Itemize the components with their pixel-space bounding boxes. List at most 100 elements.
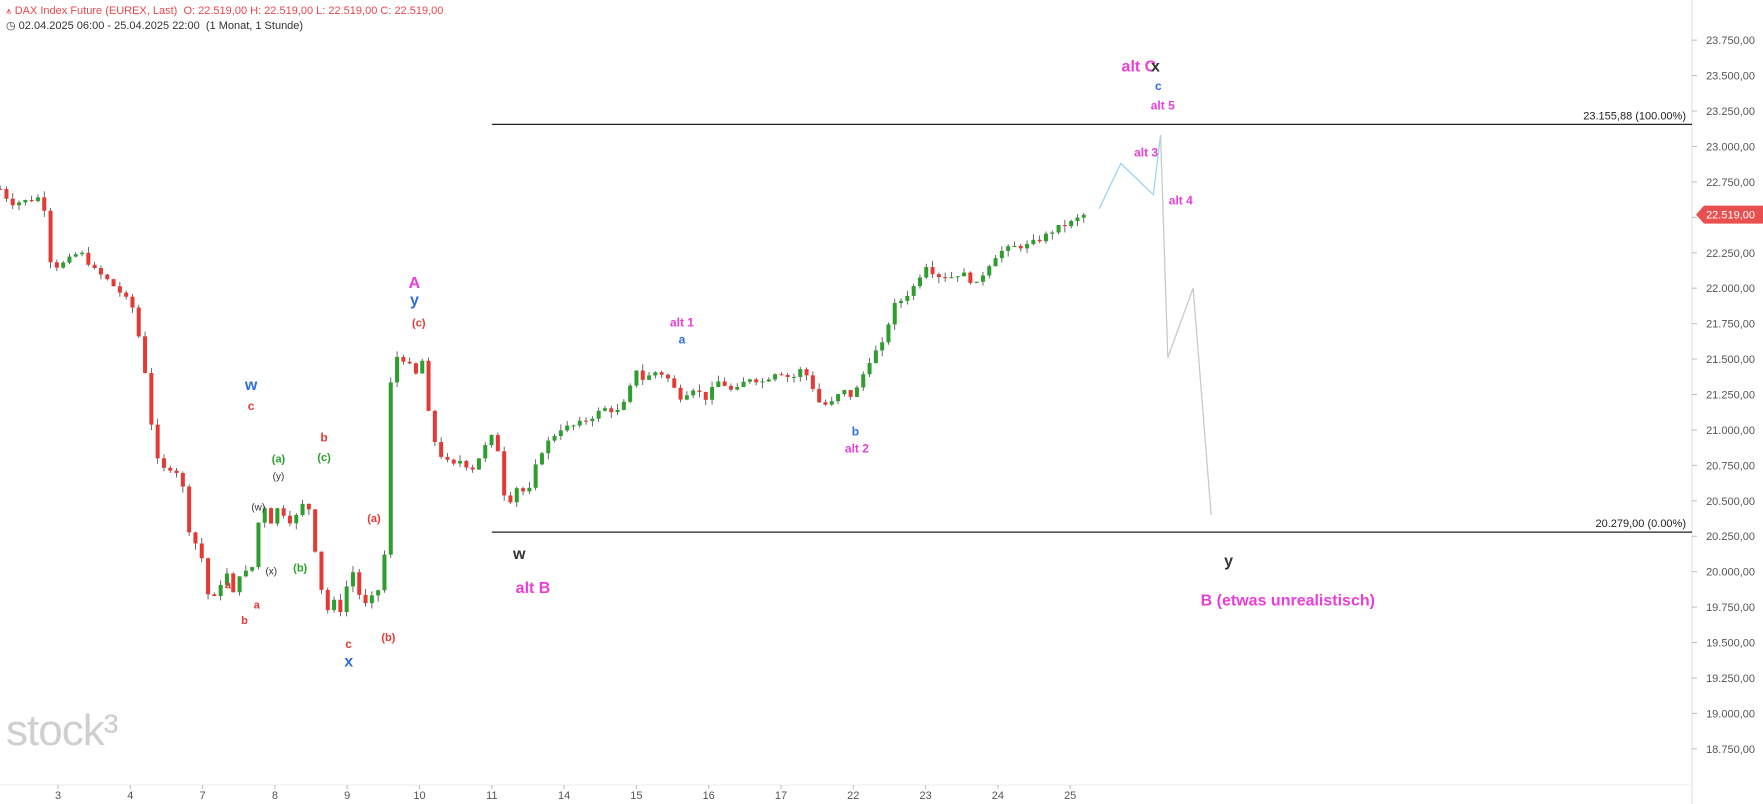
candle-body bbox=[647, 375, 652, 380]
chart-header-symbol: ⩚ DAX Index Future (EUREX, Last) O: 22.5… bbox=[6, 5, 443, 17]
candle-body bbox=[388, 382, 393, 555]
candle-body bbox=[880, 342, 885, 351]
candle-body bbox=[224, 573, 229, 586]
wave-label: alt 5 bbox=[1151, 99, 1175, 113]
candle-body bbox=[968, 272, 973, 283]
candle-body bbox=[1018, 245, 1023, 249]
candle-body bbox=[212, 594, 217, 596]
candle-body bbox=[180, 473, 185, 487]
stock3-watermark-logo: stock³ bbox=[6, 706, 118, 755]
y-tick-label: 23.750,00 bbox=[1706, 35, 1755, 47]
candle-body bbox=[684, 395, 689, 400]
candle-body bbox=[514, 488, 519, 503]
y-tick-label: 23.250,00 bbox=[1706, 106, 1755, 118]
wave-label: a bbox=[679, 332, 686, 346]
candle-body bbox=[798, 369, 803, 377]
candle-body bbox=[754, 379, 759, 383]
candle-body bbox=[464, 460, 469, 468]
candle-body bbox=[281, 508, 286, 516]
candle-body bbox=[426, 360, 431, 411]
candle-body bbox=[495, 435, 500, 452]
candle-body bbox=[483, 445, 488, 459]
candle-body bbox=[262, 508, 267, 523]
candle-body bbox=[124, 292, 129, 297]
candle-body bbox=[980, 275, 985, 282]
candle-body bbox=[10, 198, 15, 206]
candle-body bbox=[697, 390, 702, 392]
x-tick-label: 15 bbox=[630, 790, 642, 802]
candle-body bbox=[193, 532, 198, 544]
candle-body bbox=[640, 370, 645, 380]
candle-body bbox=[747, 379, 752, 382]
wave-label: x bbox=[344, 654, 353, 671]
wave-label: (b) bbox=[293, 563, 307, 575]
candle-body bbox=[325, 589, 330, 611]
x-tick-label: 25 bbox=[1064, 790, 1076, 802]
candle-body bbox=[659, 372, 664, 375]
candle-body bbox=[1006, 246, 1011, 251]
candle-body bbox=[999, 250, 1004, 259]
candle-body bbox=[722, 381, 727, 386]
candle-body bbox=[350, 572, 355, 587]
clock-icon: ◷ bbox=[6, 20, 16, 32]
candle-body bbox=[29, 200, 34, 202]
wave-label: (c) bbox=[412, 317, 426, 329]
candle-body bbox=[1050, 232, 1055, 234]
last-price-label: 22.519,00 bbox=[1706, 210, 1755, 222]
wave-label: (x) bbox=[265, 566, 277, 577]
candle-body bbox=[527, 487, 532, 492]
candle-body bbox=[785, 374, 790, 377]
candle-body bbox=[930, 267, 935, 275]
candle-body bbox=[596, 410, 601, 419]
fibonacci-level-label: 23.155,88 (100.00%) bbox=[1583, 110, 1686, 122]
y-tick-label: 20.500,00 bbox=[1706, 496, 1755, 508]
wave-label: a bbox=[254, 600, 261, 612]
candle-body bbox=[974, 281, 979, 283]
candle-body bbox=[836, 394, 841, 402]
wave-label: (c) bbox=[317, 452, 331, 464]
candle-body bbox=[306, 503, 311, 510]
candle-body bbox=[539, 453, 544, 465]
candle-body bbox=[451, 459, 456, 464]
candle-body bbox=[369, 595, 374, 604]
y-tick-label: 19.750,00 bbox=[1706, 602, 1755, 614]
candle-body bbox=[653, 372, 658, 376]
candle-body bbox=[628, 385, 633, 402]
candle-body bbox=[413, 363, 418, 374]
y-tick-label: 22.000,00 bbox=[1706, 283, 1755, 295]
candle-body bbox=[168, 467, 173, 471]
candle-body bbox=[558, 430, 563, 436]
candle-body bbox=[1025, 244, 1030, 249]
candle-body bbox=[48, 210, 53, 263]
candle-body bbox=[73, 254, 78, 257]
candle-body bbox=[716, 381, 721, 388]
candle-body bbox=[590, 418, 595, 422]
wave-label: w bbox=[512, 546, 526, 563]
candle-body bbox=[218, 585, 223, 596]
candle-body bbox=[886, 324, 891, 343]
candle-body bbox=[382, 554, 387, 591]
candle-body bbox=[319, 551, 324, 590]
candle-body bbox=[111, 279, 116, 287]
candle-body bbox=[86, 252, 91, 265]
candle-body bbox=[502, 451, 507, 496]
candle-body bbox=[508, 495, 513, 503]
candle-body bbox=[206, 558, 211, 595]
candle-body bbox=[105, 274, 110, 280]
candle-body bbox=[243, 570, 248, 577]
candle-body bbox=[1062, 225, 1067, 227]
candle-body bbox=[17, 202, 22, 206]
candle-body bbox=[420, 360, 425, 374]
candle-body bbox=[476, 458, 481, 470]
candle-body bbox=[817, 388, 822, 403]
candle-body bbox=[728, 385, 733, 390]
candle-body bbox=[199, 543, 204, 559]
wave-label: A bbox=[409, 275, 421, 292]
x-tick-label: 8 bbox=[272, 790, 278, 802]
wave-label: (a) bbox=[367, 513, 381, 525]
candle-body bbox=[791, 376, 796, 378]
candle-body bbox=[117, 286, 122, 293]
wave-label: c bbox=[248, 399, 255, 413]
candle-body bbox=[294, 515, 299, 524]
